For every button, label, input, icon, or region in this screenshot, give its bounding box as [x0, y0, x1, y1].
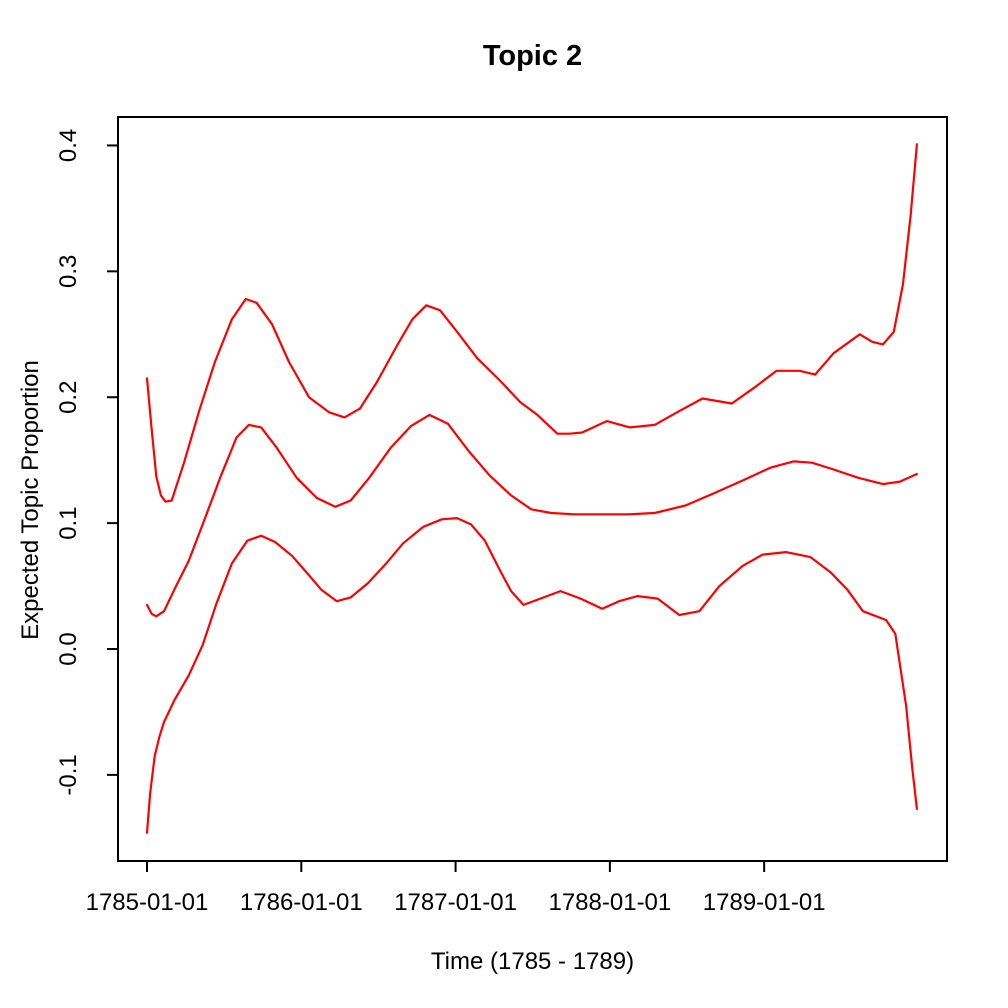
y-tick-label-3: 0.2	[55, 381, 82, 414]
series-line-lower_ci	[145, 516, 919, 834]
y-tick-label-0: -0.1	[55, 754, 82, 795]
y-tick-label-4: 0.3	[55, 255, 82, 288]
y-tick-label-2: 0.1	[55, 506, 82, 539]
y-tick-label-5: 0.4	[55, 129, 82, 162]
y-tick-label-1: 0.0	[55, 632, 82, 665]
x-tick-label-3: 1788-01-01	[548, 889, 671, 916]
chart-title: Topic 2	[482, 40, 583, 72]
plot-box	[117, 116, 948, 862]
x-axis-title: Time (1785 - 1789)	[430, 948, 635, 975]
x-tick-label-2: 1787-01-01	[394, 889, 517, 916]
x-tick-label-4: 1789-01-01	[703, 889, 826, 916]
x-tick-label-0: 1785-01-01	[86, 889, 209, 916]
series-line-mean	[145, 413, 919, 618]
y-axis-title: Expected Topic Proportion	[17, 360, 44, 640]
x-tick-label-1: 1786-01-01	[240, 889, 363, 916]
series-line-upper_ci	[145, 143, 919, 503]
